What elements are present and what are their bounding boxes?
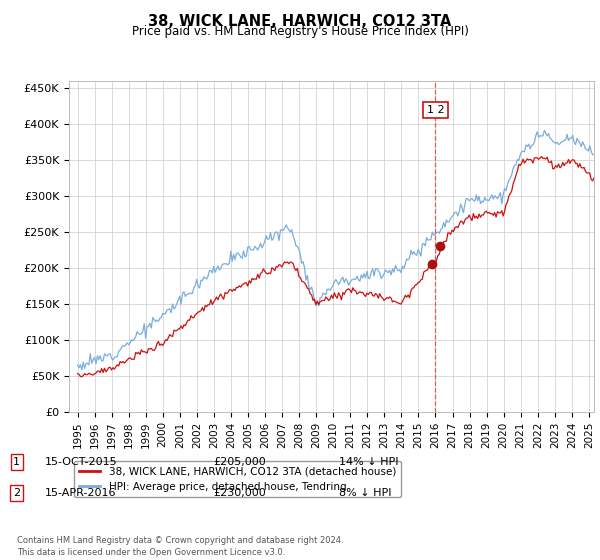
Text: 1 2: 1 2 <box>427 105 444 115</box>
Text: Contains HM Land Registry data © Crown copyright and database right 2024.
This d: Contains HM Land Registry data © Crown c… <box>17 536 343 557</box>
Text: 2: 2 <box>13 488 20 498</box>
Text: 38, WICK LANE, HARWICH, CO12 3TA: 38, WICK LANE, HARWICH, CO12 3TA <box>148 14 452 29</box>
Text: 1: 1 <box>13 457 20 467</box>
Text: Price paid vs. HM Land Registry's House Price Index (HPI): Price paid vs. HM Land Registry's House … <box>131 25 469 38</box>
Text: 15-OCT-2015: 15-OCT-2015 <box>45 457 118 467</box>
Text: £205,000: £205,000 <box>213 457 266 467</box>
Text: 14% ↓ HPI: 14% ↓ HPI <box>339 457 398 467</box>
Legend: 38, WICK LANE, HARWICH, CO12 3TA (detached house), HPI: Average price, detached : 38, WICK LANE, HARWICH, CO12 3TA (detach… <box>74 461 401 497</box>
Text: £230,000: £230,000 <box>213 488 266 498</box>
Text: 15-APR-2016: 15-APR-2016 <box>45 488 116 498</box>
Text: 8% ↓ HPI: 8% ↓ HPI <box>339 488 391 498</box>
